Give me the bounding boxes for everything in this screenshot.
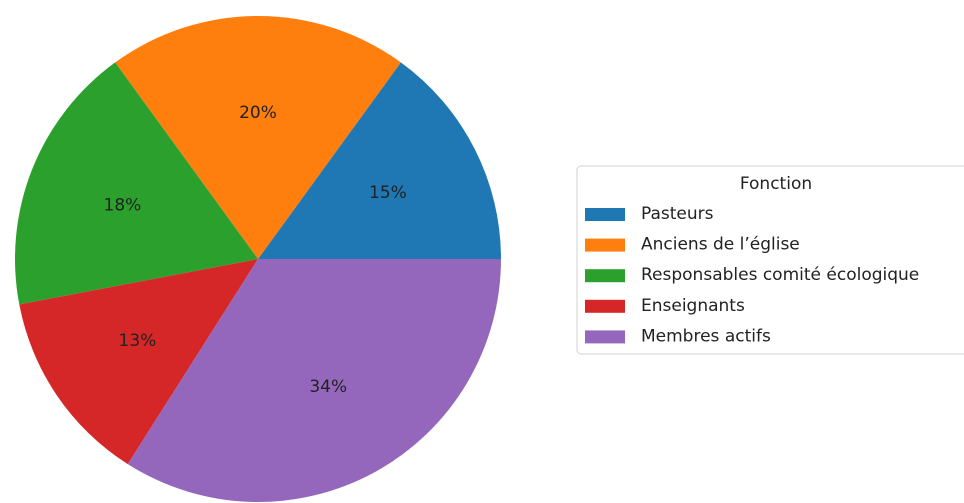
slice-label: 20%: [239, 103, 277, 123]
pie: 15% 20% 18% 13% 34%: [15, 16, 501, 502]
legend-title: Fonction: [740, 174, 812, 194]
legend-label: Responsables comité écologique: [641, 265, 919, 285]
legend-frame: [576, 165, 964, 355]
legend-label: Membres actifs: [641, 326, 771, 346]
legend-label: Anciens de l’église: [641, 235, 800, 255]
slice-label: 34%: [309, 377, 347, 397]
pie-slice: [127, 259, 501, 502]
legend-label: Enseignants: [641, 296, 745, 316]
legend-swatch: [585, 330, 625, 344]
legend-swatch: [585, 208, 625, 221]
legend-swatch: [585, 299, 625, 313]
slice-label: 15%: [369, 183, 407, 203]
legend-label: Pasteurs: [641, 204, 714, 224]
pie-slice: [19, 259, 258, 465]
legend-swatch: [585, 269, 625, 283]
slice-label: 18%: [104, 195, 142, 215]
legend: Fonction Pasteurs Anciens de l’église Resp…: [576, 165, 964, 355]
pie-slice: [258, 62, 501, 259]
legend-swatch: [585, 238, 625, 252]
pie-slice: [15, 62, 258, 305]
pie-slice: [115, 16, 401, 260]
slice-label: 13%: [119, 331, 157, 351]
